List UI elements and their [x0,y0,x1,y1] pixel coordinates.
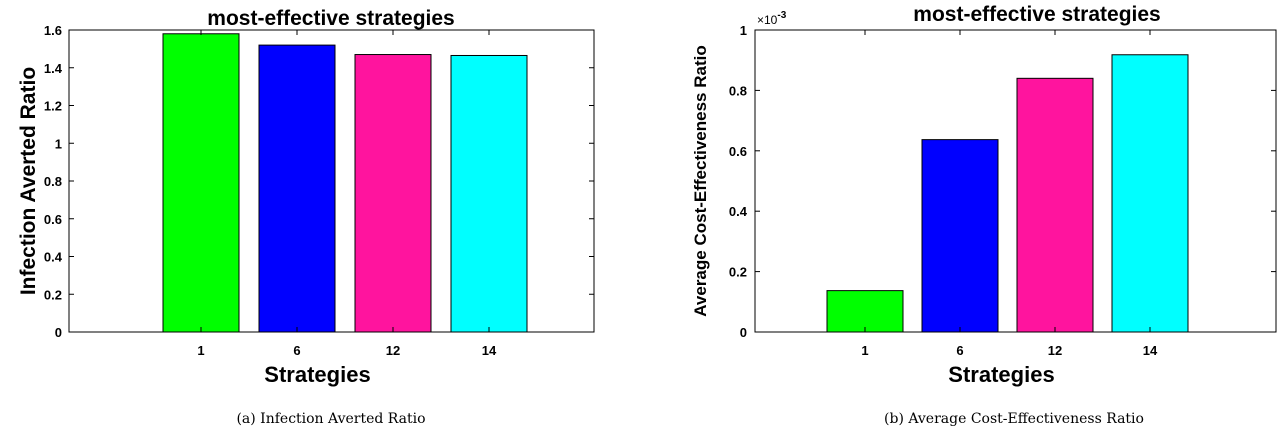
y-tick-label: 1.2 [44,99,62,114]
exponent-power: -3 [777,10,786,21]
x-tick-label: 14 [482,343,497,358]
y-tick-label: 0 [740,325,747,340]
y-tick-label: 0.8 [729,83,747,98]
subfigure-caption: (a) Infection Averted Ratio [236,411,425,427]
x-tick-label: 12 [386,343,400,358]
bar-6 [921,139,999,333]
y-tick-label: 0.6 [44,212,62,227]
x-tick-label: 6 [293,343,300,358]
y-tick-label: 0.6 [729,144,747,159]
y-tick-label: 1 [740,23,747,38]
y-tick-label: 0 [55,325,62,340]
x-axis-label: Strategies [948,362,1054,387]
y-tick-label: 0.8 [44,174,62,189]
y-tick-label: 0.4 [729,204,748,219]
y-tick-label: 1 [55,136,62,151]
chart-title: most-effective strategies [913,3,1160,26]
bar-1 [826,290,904,333]
bar-14 [1111,54,1189,333]
y-tick-label: 0.2 [729,265,747,280]
subfigure-caption: (b) Average Cost-Effectiveness Ratio [884,411,1144,427]
x-tick-label: 12 [1048,343,1062,358]
x-axis-label: Strategies [264,362,370,387]
bar-6 [258,44,336,333]
x-tick-label: 1 [861,343,868,358]
y-axis-label: Average Cost-Effectiveness Ratio [691,45,710,316]
y-tick-label: 1.6 [44,23,62,38]
y-tick-label: 0.4 [44,250,63,265]
plot-area [754,29,1277,333]
bar-14 [450,54,528,333]
x-tick-label: 6 [956,343,963,358]
y-axis-exponent: ×10-3 [757,10,787,27]
bar-12 [354,54,432,333]
y-tick-label: 0.2 [44,287,62,302]
chart-b: 0 0.2 0.4 0.6 0.8 1 1 6 12 14 most-effective strat… [691,3,1277,427]
y-axis-label: Infection Averted Ratio [17,67,40,295]
x-tick-label: 1 [197,343,204,358]
x-tick-label: 14 [1143,343,1158,358]
bar-1 [162,33,240,333]
y-tick-label: 1.4 [44,61,63,76]
chart-title: most-effective strategies [207,7,454,30]
bar-12 [1016,77,1094,333]
exponent-base: ×10 [757,13,778,27]
chart-a: 0 0.2 0.4 0.6 0.8 1 1.2 1.4 1.6 1 6 12 14 most-effect… [17,7,595,427]
